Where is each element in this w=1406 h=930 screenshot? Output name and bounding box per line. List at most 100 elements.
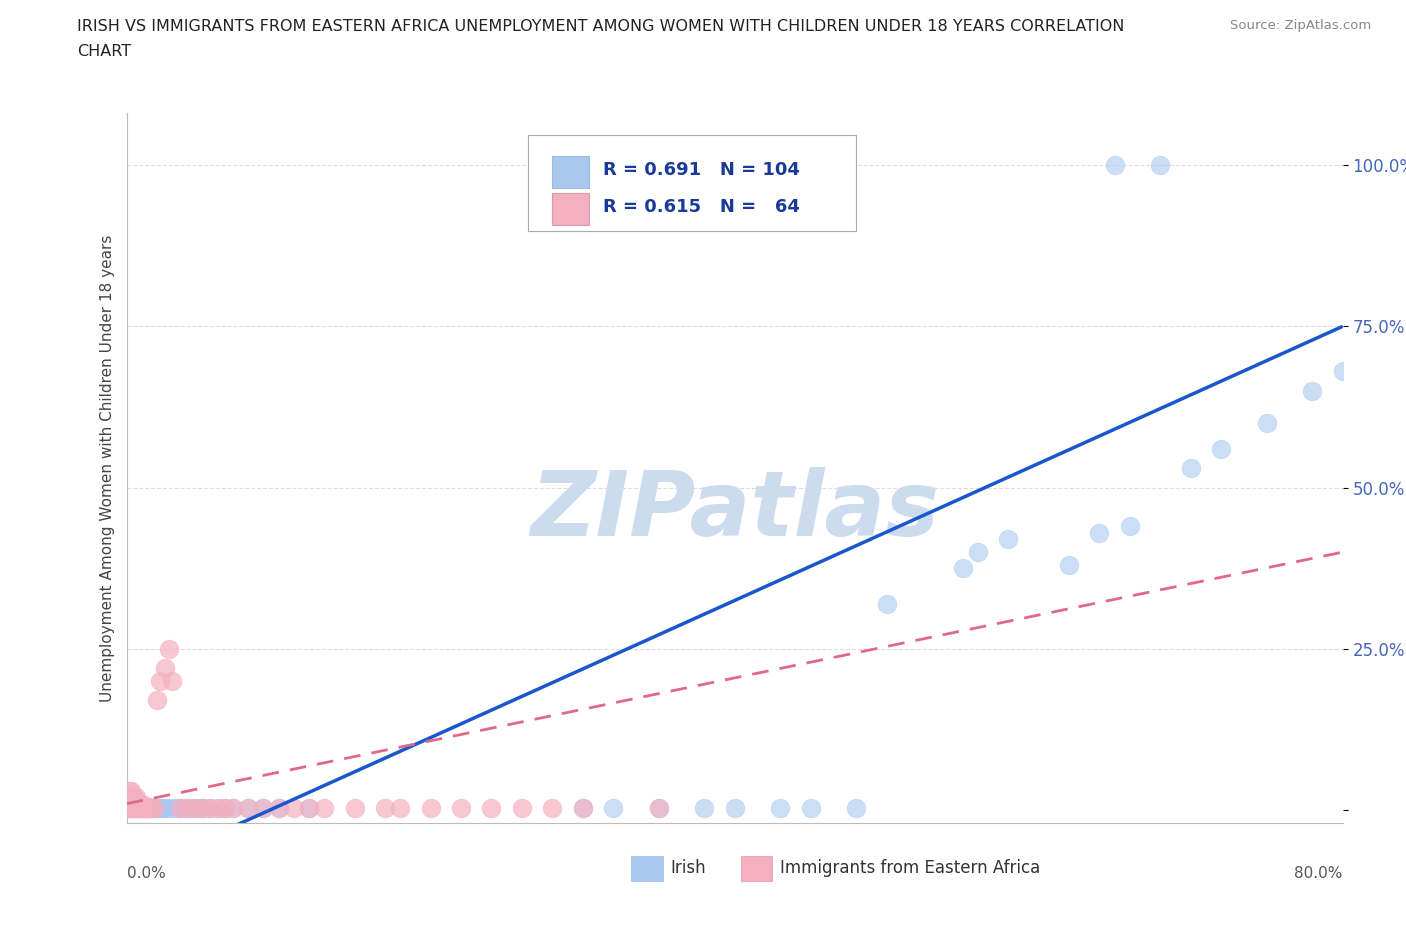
Point <box>120 796 142 811</box>
Point <box>131 801 153 816</box>
Point <box>117 793 139 808</box>
Point <box>132 801 155 816</box>
Point <box>142 801 165 816</box>
Point <box>142 801 165 816</box>
Point <box>121 790 143 804</box>
Point <box>124 795 146 810</box>
Point <box>845 801 868 816</box>
Point <box>1104 157 1126 172</box>
Text: Source: ZipAtlas.com: Source: ZipAtlas.com <box>1230 19 1371 32</box>
Point <box>118 796 141 811</box>
Point <box>198 801 221 816</box>
FancyBboxPatch shape <box>741 856 772 882</box>
FancyBboxPatch shape <box>631 856 662 882</box>
Point <box>166 801 188 816</box>
Point <box>122 797 145 812</box>
Text: R = 0.691   N = 104: R = 0.691 N = 104 <box>603 161 800 179</box>
Point <box>128 796 150 811</box>
Point <box>118 783 141 798</box>
Point <box>139 801 162 816</box>
Point <box>191 801 214 816</box>
Point <box>129 801 152 816</box>
Point <box>120 801 142 816</box>
Point <box>121 795 143 810</box>
Point <box>510 801 533 816</box>
Point <box>124 796 146 811</box>
Point <box>146 693 169 708</box>
Point <box>124 798 146 813</box>
Point <box>124 800 146 815</box>
Point <box>141 801 163 816</box>
Point <box>129 801 152 816</box>
Point <box>157 642 180 657</box>
Point <box>1057 558 1080 573</box>
Point <box>169 801 191 816</box>
Point <box>150 801 173 816</box>
Point <box>120 793 142 808</box>
Text: 0.0%: 0.0% <box>127 866 166 881</box>
Text: Immigrants from Eastern Africa: Immigrants from Eastern Africa <box>780 859 1040 878</box>
Point <box>173 801 195 816</box>
Point <box>127 801 149 816</box>
Point <box>419 801 441 816</box>
Point <box>120 783 142 798</box>
Point <box>283 801 305 816</box>
Point <box>128 801 150 816</box>
Point <box>122 801 145 816</box>
Point <box>149 673 172 688</box>
Point <box>169 801 191 816</box>
Point <box>121 794 143 809</box>
Text: ZIPatlas: ZIPatlas <box>530 467 939 555</box>
Point <box>122 801 145 816</box>
Point <box>118 795 141 810</box>
Point <box>118 801 141 816</box>
Point <box>134 800 156 815</box>
Point <box>129 800 152 815</box>
Point <box>121 801 143 816</box>
Point <box>129 798 152 813</box>
Text: CHART: CHART <box>77 44 131 59</box>
Point <box>647 801 669 816</box>
Point <box>252 801 274 816</box>
Point <box>1301 383 1323 398</box>
Point <box>1256 416 1278 431</box>
Point <box>314 801 336 816</box>
Point <box>127 798 149 813</box>
Point <box>127 801 149 816</box>
Point <box>1088 525 1111 540</box>
Point <box>141 801 163 816</box>
Point <box>952 561 974 576</box>
Point <box>176 801 198 816</box>
Point <box>129 796 152 811</box>
Point <box>131 801 153 816</box>
Point <box>117 800 139 815</box>
Point <box>156 801 179 816</box>
Point <box>124 801 146 816</box>
Point <box>602 801 624 816</box>
Point <box>122 795 145 810</box>
Point <box>134 801 156 816</box>
Point <box>118 790 141 804</box>
Point <box>135 800 157 815</box>
Point <box>135 801 157 816</box>
Point <box>136 801 159 816</box>
Y-axis label: Unemployment Among Women with Children Under 18 years: Unemployment Among Women with Children U… <box>100 234 115 702</box>
Point <box>222 801 245 816</box>
Point <box>222 801 245 816</box>
Point <box>1211 442 1233 457</box>
Point <box>131 798 153 813</box>
Point <box>769 801 792 816</box>
Point <box>122 798 145 813</box>
Point <box>124 801 146 816</box>
Point <box>132 801 155 816</box>
Point <box>120 795 142 810</box>
Point <box>184 801 207 816</box>
Point <box>298 801 321 816</box>
Point <box>146 801 169 816</box>
Point <box>267 801 290 816</box>
Point <box>571 801 593 816</box>
Point <box>571 801 593 816</box>
FancyBboxPatch shape <box>553 193 589 225</box>
Point <box>1180 461 1202 476</box>
Point <box>124 790 146 804</box>
